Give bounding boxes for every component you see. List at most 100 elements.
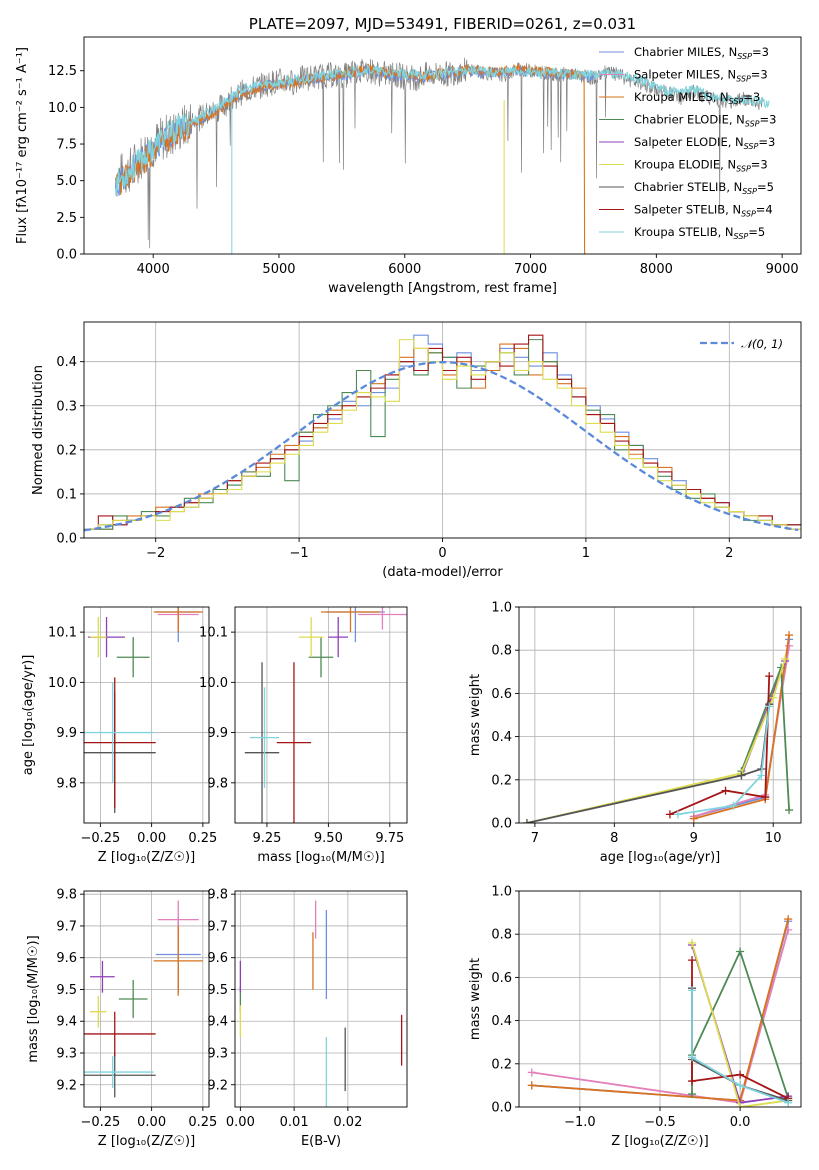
x-tick-label: 0.01 <box>280 1115 309 1130</box>
y-tick-label: 9.3 <box>207 1047 228 1062</box>
errorbar-kroupa-stelib <box>84 682 154 783</box>
y-tick-label: 10.0 <box>48 101 77 116</box>
series-line <box>677 706 771 816</box>
legend-sub: SSP <box>736 75 751 84</box>
errorbar-kroupa-stelib <box>249 687 280 788</box>
x-tick-label: 2 <box>725 546 733 561</box>
y-tick-label: 0.2 <box>491 1057 512 1072</box>
y-tick-label: 9.6 <box>207 951 228 966</box>
x-axis-label: Z [log₁₀(Z/Z☉)] <box>98 1134 195 1149</box>
legend-entry: Kroupa STELIB, NSSP=5 <box>634 225 765 241</box>
y-tick-label: 9.8 <box>207 776 228 791</box>
errorbar-kroupa-miles <box>153 607 203 633</box>
y-tick-label: 10.0 <box>199 676 228 691</box>
legend-count: =3 <box>758 135 775 149</box>
legend-label: Kroupa MILES, N <box>634 90 729 104</box>
series-marker <box>721 786 730 795</box>
series-marker <box>784 1098 793 1107</box>
legend-entry: Salpeter STELIB, NSSP=4 <box>634 203 773 219</box>
x-tick-label: 0.00 <box>137 1115 166 1130</box>
legend-entry: Kroupa ELODIE, NSSP=3 <box>634 158 768 174</box>
y-tick-label: 0.6 <box>491 971 512 986</box>
y-tick-label: 9.5 <box>56 983 77 998</box>
series-line <box>693 634 790 820</box>
series-marker <box>665 810 674 819</box>
panel-mass-vs-ebv: 0.00 0.01 0.02 9.2 9.3 9.4 9.5 9.6 9.7 9.8 E(B-V) <box>207 888 408 1149</box>
series-line <box>691 990 789 1104</box>
legend-entry: Salpeter MILES, NSSP=3 <box>634 68 768 84</box>
x-tick-label: 9.25 <box>252 831 281 846</box>
plot-area <box>235 891 407 1107</box>
y-tick-label: 9.4 <box>207 1015 228 1030</box>
x-tick-label: −0.5 <box>644 1115 676 1130</box>
x-tick-label: 6000 <box>388 262 421 277</box>
plot-area <box>235 607 407 823</box>
y-axis-label: mass [log₁₀(M/M☉)] <box>26 935 41 1062</box>
y-tick-label: 0.4 <box>56 355 77 370</box>
x-tick-label: 0.00 <box>226 1115 255 1130</box>
series-marker <box>784 915 793 924</box>
series-marker <box>765 702 774 711</box>
x-tick-label: 0.00 <box>137 831 166 846</box>
x-tick-label: 8 <box>610 831 618 846</box>
legend-count: =3 <box>743 90 760 104</box>
legend-count: =3 <box>760 113 777 127</box>
series-marker <box>761 793 770 802</box>
plot-area <box>519 891 801 1107</box>
y-tick-label: 0.4 <box>491 730 512 745</box>
y-axis-label: Normed distribution <box>31 365 46 495</box>
legend-label: Chabrier STELIB, N <box>634 180 742 194</box>
legend-entry: Chabrier ELODIE, NSSP=3 <box>634 113 776 129</box>
series-marker <box>673 810 682 819</box>
series-marker <box>785 641 794 650</box>
plot-area <box>114 57 770 254</box>
series-marker <box>785 631 794 640</box>
legend-label: Chabrier ELODIE, N <box>634 113 745 127</box>
x-axis-label: E(B-V) <box>301 1134 341 1149</box>
y-tick-label: 10.1 <box>199 626 228 641</box>
gaussian-curve <box>84 360 799 532</box>
series-marker <box>736 1103 745 1107</box>
series-marker <box>527 1068 536 1077</box>
x-tick-label: 8000 <box>640 262 673 277</box>
x-tick-label: 0.25 <box>188 831 217 846</box>
plot-area <box>84 891 209 1107</box>
x-axis-label: (data-model)/error <box>382 565 503 580</box>
errorbar-chabrier-stelib <box>84 1053 156 1098</box>
panel-age-vs-mass: 9.25 9.50 9.75 9.8 9.9 10.0 10.1 mass [log₁₀(M/… <box>199 606 408 865</box>
x-tick-label: −2 <box>146 546 165 561</box>
series-marker <box>765 672 774 681</box>
y-tick-label: 0.1 <box>56 487 77 502</box>
x-tick-label: −0.25 <box>80 1115 120 1130</box>
errorbar-chabrier-elodie <box>118 979 148 1019</box>
series-marker <box>689 814 698 823</box>
x-tick-label: 0 <box>438 546 446 561</box>
y-axis-label: age [log₁₀(age/yr)] <box>21 655 36 776</box>
panel-residuals: −2 −1 0 1 2 0.0 0.1 0.2 0.3 0.4 (data-model)/error… <box>31 321 802 580</box>
y-tick-label: 0.0 <box>491 817 512 832</box>
errorbar-chabrier-elodie <box>116 637 150 678</box>
errorbar-salpeter-miles <box>357 607 407 630</box>
series-salpeter-stelib <box>665 672 774 819</box>
panel-mass-weight-vs-Z: −1.0 −0.5 0.0 0.0 0.2 0.4 0.6 0.8 1.0 Z [log₁₀(Z/… <box>468 885 802 1149</box>
series-kroupa-stelib <box>688 986 793 1107</box>
legend-entry: Kroupa MILES, NSSP=3 <box>634 90 760 106</box>
chart-title: PLATE=2097, MJD=53491, FIBERID=0261, z=0… <box>249 15 636 33</box>
x-tick-label: −1 <box>290 546 309 561</box>
x-tick-label: −1.0 <box>564 1115 596 1130</box>
legend-count: =3 <box>752 45 769 59</box>
y-tick-label: 9.9 <box>56 726 77 741</box>
x-tick-label: 0.0 <box>730 1115 751 1130</box>
y-tick-label: 0.2 <box>491 773 512 788</box>
x-tick-label: −0.25 <box>80 831 120 846</box>
x-tick-label: 5000 <box>262 262 295 277</box>
y-tick-label: 0.4 <box>491 1014 512 1029</box>
x-tick-label: 0.02 <box>333 1115 362 1130</box>
x-tick-label: 0.25 <box>188 1115 217 1130</box>
series-marker <box>527 1081 536 1090</box>
y-tick-label: 9.9 <box>207 726 228 741</box>
y-tick-label: 9.7 <box>207 919 228 934</box>
series-marker <box>769 693 778 702</box>
errorbar-kroupa-elodie <box>298 617 324 658</box>
x-tick-label: 7000 <box>514 262 547 277</box>
